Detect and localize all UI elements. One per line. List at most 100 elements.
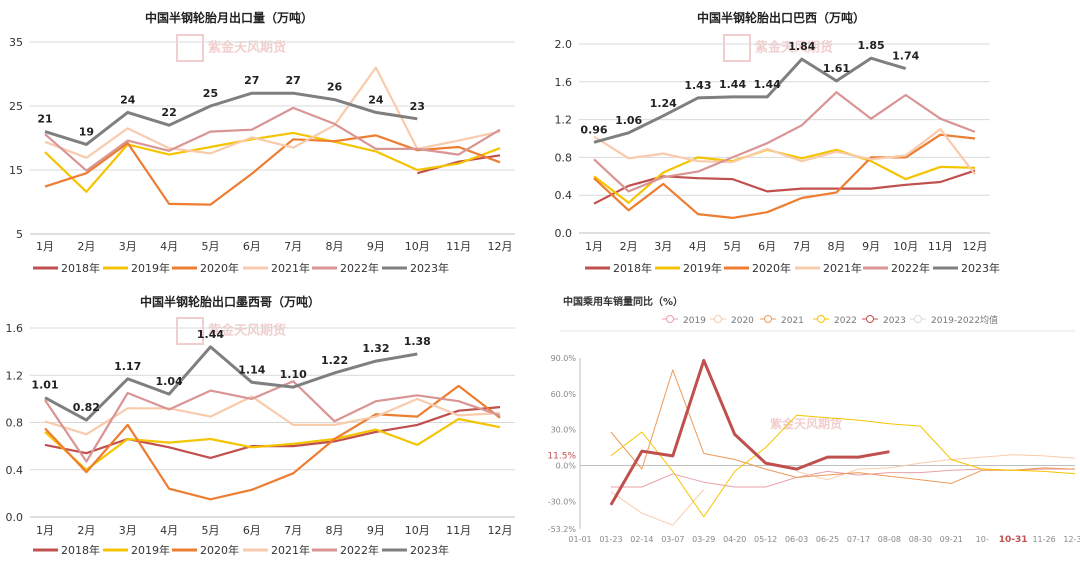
- legend-label: 2019: [683, 316, 706, 326]
- x-tick-label: 11月: [928, 240, 953, 253]
- series-line-2023: [609, 358, 890, 506]
- y-tick-label: 0.8: [6, 417, 24, 430]
- series-line-2019年: [44, 131, 501, 193]
- y-tick-label: 90.0%: [551, 354, 577, 363]
- legend-marker: [866, 315, 874, 323]
- data-label: 21: [37, 113, 52, 126]
- legend-label: 2019-2022均值: [931, 314, 998, 326]
- series-line-2022年: [44, 380, 501, 463]
- data-label: 27: [244, 74, 259, 87]
- y-tick-label: 2.0: [555, 38, 573, 51]
- x-tick-label: 07-17: [847, 535, 870, 544]
- legend-label: 2020: [731, 316, 754, 326]
- legend-label: 2023年: [410, 261, 449, 275]
- y-tick-label: 0.4: [6, 464, 24, 477]
- series-line-2023年: [593, 56, 907, 144]
- legend-label: 2019年: [131, 543, 170, 557]
- legend-label: 2021: [781, 316, 804, 326]
- x-tick-label: 04-20: [723, 535, 746, 544]
- x-tick-label: 10-31: [999, 535, 1028, 545]
- x-tick-label: 1月: [36, 524, 54, 537]
- chart-panel-export-brazil: 中国半钢轮胎出口巴西（万吨） 紫金天风期货 0.0 0.4 0.8 1.2 1.6 2.0…: [540, 0, 1080, 287]
- y-tick-label: 1.2: [6, 369, 24, 382]
- y-tick-label: 60.0%: [551, 390, 577, 399]
- legend-label: 2019年: [683, 261, 722, 275]
- series-line-2022年: [44, 106, 501, 172]
- data-label: 1.44: [754, 78, 781, 91]
- series-line-2023年: [44, 345, 418, 422]
- x-tick-label: 4月: [689, 240, 707, 253]
- data-label: 1.85: [858, 39, 885, 52]
- chart-car-sales-yoy: 2019 2020 2021 2022 2023 2019-2022均值 -53.2% -30…: [547, 314, 1080, 545]
- y-tick-label: 5: [16, 228, 23, 241]
- x-tick-label: 9月: [862, 240, 880, 253]
- legend-label: 2018年: [61, 261, 100, 275]
- series-line-2023年: [44, 91, 418, 146]
- legend-label: 2023年: [410, 543, 449, 557]
- legend-label: 2020年: [200, 261, 239, 275]
- x-tick-label: 3月: [119, 240, 137, 253]
- legend-marker: [817, 315, 825, 323]
- data-label: 1.44: [197, 328, 224, 341]
- x-tick-label: 06-25: [816, 535, 839, 544]
- legend-label: 2022年: [340, 543, 379, 557]
- x-tick-label: 09-21: [940, 535, 963, 544]
- chart-title: 中国半钢轮胎月出口量（万吨）: [145, 11, 314, 25]
- chart-title: 中国乘用车销量同比（%）: [563, 297, 684, 308]
- series-line-2021年: [44, 395, 501, 436]
- watermark-logo: 紫金天风期货: [770, 417, 843, 431]
- data-label: 1.61: [823, 62, 850, 75]
- y-tick-label: 1.2: [555, 114, 573, 127]
- series-line-2019年: [44, 417, 501, 471]
- x-tick-label: 1月: [585, 240, 603, 253]
- x-tick-label: 8月: [827, 240, 845, 253]
- legend-label: 2020年: [752, 261, 791, 275]
- data-label: 26: [327, 81, 343, 94]
- data-label: 1.84: [788, 40, 815, 53]
- y-tick-label: 0.0: [6, 511, 24, 524]
- legend-label: 2018年: [613, 261, 652, 275]
- legend-label: 2021年: [823, 261, 862, 275]
- series-line-2021: [610, 369, 1076, 484]
- x-tick-label: 2月: [620, 240, 638, 253]
- x-tick-label: 10月: [405, 524, 430, 537]
- legend-marker: [764, 315, 772, 323]
- x-tick-label: 06-03: [785, 535, 808, 544]
- x-tick-label: 11月: [446, 524, 471, 537]
- data-label: 1.24: [650, 97, 677, 110]
- legend-label: 2022年: [340, 261, 379, 275]
- x-tick-label: 9月: [367, 524, 385, 537]
- x-tick-label: 01-23: [599, 535, 622, 544]
- x-tick-label: 6月: [758, 240, 776, 253]
- legend-label: 2022: [834, 316, 857, 326]
- x-tick-label: 10月: [405, 240, 430, 253]
- legend-marker: [714, 315, 722, 323]
- watermark-logo: 紫金天风期货: [176, 317, 286, 345]
- y-tick-label: -30.0%: [548, 497, 577, 506]
- data-label: 1.32: [362, 342, 389, 355]
- x-tick-label: 4月: [160, 240, 178, 253]
- legend-label: 2021年: [271, 543, 310, 557]
- series-line-2019: [610, 468, 1075, 488]
- x-tick-label: 3月: [654, 240, 672, 253]
- y-tick-label: 1.6: [555, 76, 573, 89]
- x-tick-label: 03-29: [692, 535, 715, 544]
- legend-label: 2019年: [131, 261, 170, 275]
- data-label: 0.96: [580, 123, 607, 136]
- legend-label: 2021年: [271, 261, 310, 275]
- series-line-2021年: [593, 128, 976, 176]
- y-tick-label: 35: [9, 36, 23, 49]
- legend-marker: [666, 315, 674, 323]
- y-tick-label: -53.2%: [548, 525, 577, 534]
- legend-marker: [914, 315, 922, 323]
- x-tick-label: 11-26: [1032, 535, 1055, 544]
- chart-export-total: 5 15 25 35 1月 2月 3月 4月 5月 6月 7月 8月 9月 10月 11月 12月 21 19 24…: [9, 36, 515, 275]
- x-tick-label: 05-12: [754, 535, 777, 544]
- data-label: 0.82: [73, 401, 100, 414]
- data-label: 1.14: [238, 363, 265, 376]
- x-tick-label: 2月: [77, 240, 95, 253]
- data-label: 24: [120, 93, 136, 106]
- x-tick-label: 6月: [243, 524, 261, 537]
- x-tick-label: 2月: [77, 524, 95, 537]
- y-tick-label: 0.8: [555, 151, 573, 164]
